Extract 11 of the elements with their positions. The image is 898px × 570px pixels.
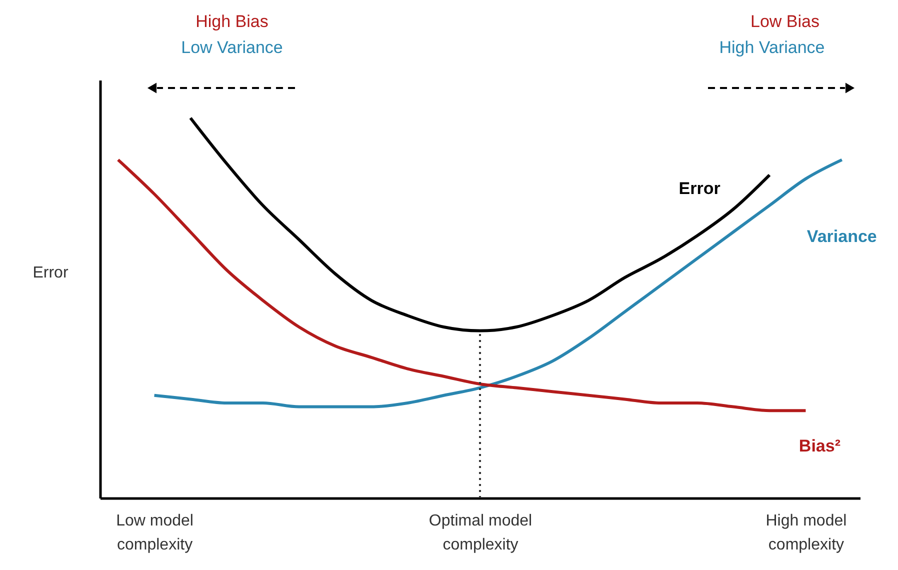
text: Low Bias [750, 12, 820, 31]
series-label: Error [678, 179, 721, 198]
x-tick-label: Low model complexity [116, 512, 194, 554]
text: Low Variance [181, 38, 283, 57]
text: High Bias [196, 12, 268, 31]
y-axis-title: Error [32, 264, 69, 282]
text: Variance [806, 226, 877, 246]
series-label: Bias² [798, 436, 841, 456]
x-tick-label: High model complexity [766, 512, 847, 554]
x-tick-label: Optimal model complexity [428, 512, 532, 554]
text: High Variance [719, 38, 825, 57]
